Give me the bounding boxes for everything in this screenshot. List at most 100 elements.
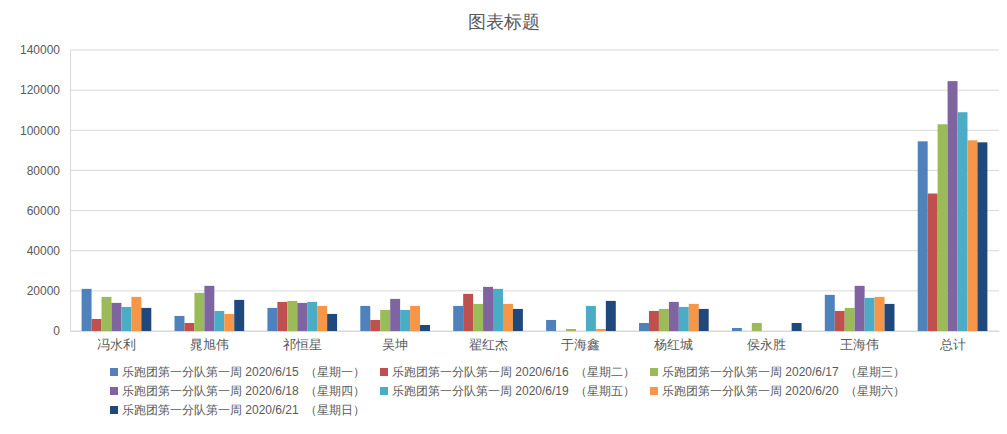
bar	[825, 295, 835, 331]
bar	[752, 323, 762, 331]
bar	[679, 307, 689, 331]
bar	[596, 329, 606, 331]
legend-swatch	[380, 387, 388, 395]
bar	[360, 306, 370, 331]
bar	[948, 81, 958, 331]
y-tick-label: 40000	[27, 244, 61, 258]
bar	[277, 302, 287, 331]
series	[121, 112, 967, 331]
bar	[606, 301, 616, 331]
x-tick-label: 总计	[939, 337, 966, 352]
x-tick: 晁旭伟	[190, 331, 229, 352]
grid-line	[70, 250, 999, 251]
grid-line	[70, 170, 999, 171]
bar	[390, 299, 400, 331]
bar	[82, 289, 92, 331]
bar	[473, 304, 483, 331]
legend: 乐跑团第一分队第一周 2020/6/15 （星期一） 乐跑团第一分队第一周 202…	[110, 365, 905, 417]
bar	[967, 140, 977, 331]
bar	[214, 311, 224, 331]
bar	[483, 287, 493, 331]
x-tick: 冯水利	[97, 331, 136, 352]
bar	[977, 142, 987, 331]
bar	[649, 311, 659, 331]
grid-line	[70, 130, 999, 131]
bar	[410, 306, 420, 331]
y-axis-line	[70, 51, 71, 332]
bar	[546, 320, 556, 331]
bar	[885, 304, 895, 331]
legend-swatch	[380, 368, 388, 376]
bar	[865, 298, 875, 331]
y-tick-label: 100000	[20, 124, 60, 138]
bar	[586, 306, 596, 331]
y-tick: 120000	[20, 83, 70, 97]
bar	[669, 302, 679, 331]
y-tick: 60000	[27, 204, 70, 218]
bar	[855, 286, 865, 331]
bar	[400, 310, 410, 331]
y-tick: 20000	[27, 284, 70, 298]
plot: 0 20000 40000 60000 80000 100000 120000 140000 冯…	[20, 43, 1000, 352]
chart-title: 图表标题	[468, 12, 540, 32]
y-tick: 40000	[27, 244, 70, 258]
bar	[267, 308, 277, 331]
bar	[762, 331, 772, 332]
bar	[380, 310, 390, 331]
bar	[792, 323, 802, 331]
series	[92, 194, 938, 331]
x-tick-label: 王海伟	[840, 337, 879, 352]
bar	[463, 294, 473, 331]
bar	[742, 331, 752, 332]
x-axis-line	[71, 331, 1000, 332]
bar	[503, 304, 513, 331]
y-tick-label: 80000	[27, 164, 61, 178]
legend-item: 乐跑团第一分队第一周 2020/6/15 （星期一）	[110, 365, 365, 379]
bar	[659, 309, 669, 331]
x-tick: 杨红城	[653, 331, 693, 352]
legend-item: 乐跑团第一分队第一周 2020/6/17 （星期三）	[650, 365, 905, 379]
y-axis: 0 20000 40000 60000 80000 100000 120000 140000	[20, 43, 71, 338]
bar	[92, 319, 102, 331]
bar	[958, 112, 968, 331]
bar	[234, 300, 244, 331]
x-tick-label: 祁恒星	[283, 337, 322, 352]
x-tick-label: 于海鑫	[561, 337, 600, 352]
legend-item: 乐跑团第一分队第一周 2020/6/16 （星期二）	[380, 365, 635, 379]
legend-swatch	[110, 368, 118, 376]
legend-item: 乐跑团第一分队第一周 2020/6/19 （星期五）	[380, 384, 635, 398]
grid-line	[70, 210, 999, 211]
bar	[556, 331, 566, 332]
legend-swatch	[110, 406, 118, 414]
x-tick: 王海伟	[840, 331, 879, 352]
bar	[102, 297, 112, 331]
legend-swatch	[650, 387, 658, 395]
legend-label: 乐跑团第一分队第一周 2020/6/21 （星期日）	[122, 403, 365, 417]
x-tick: 总计	[939, 331, 966, 352]
legend-item: 乐跑团第一分队第一周 2020/6/20 （星期六）	[650, 384, 905, 398]
bar	[184, 323, 194, 331]
chart: 图表标题 0 20000 40000 60000 80000 100000 120000 140…	[0, 0, 1007, 434]
bar	[307, 302, 317, 331]
legend-label: 乐跑团第一分队第一周 2020/6/19 （星期五）	[392, 384, 635, 398]
bar	[370, 320, 380, 331]
legend-label: 乐跑团第一分队第一周 2020/6/17 （星期三）	[662, 365, 905, 379]
bar	[938, 124, 948, 331]
y-tick: 0	[53, 324, 70, 338]
y-tick-label: 140000	[20, 43, 60, 57]
y-tick-label: 60000	[27, 204, 61, 218]
x-axis: 冯水利晁旭伟祁恒星吴坤翟红杰于海鑫杨红城侯永胜王海伟总计	[71, 331, 1000, 352]
x-tick: 于海鑫	[561, 331, 600, 352]
series	[141, 142, 987, 331]
legend-swatch	[650, 368, 658, 376]
bar	[111, 303, 121, 331]
series	[82, 141, 928, 331]
bar	[224, 314, 234, 331]
x-tick-label: 吴坤	[382, 337, 408, 352]
y-tick: 100000	[20, 124, 70, 138]
grid-line	[70, 50, 999, 51]
bar	[732, 328, 742, 331]
bar	[327, 314, 337, 331]
series	[111, 81, 957, 331]
bar	[576, 331, 586, 332]
